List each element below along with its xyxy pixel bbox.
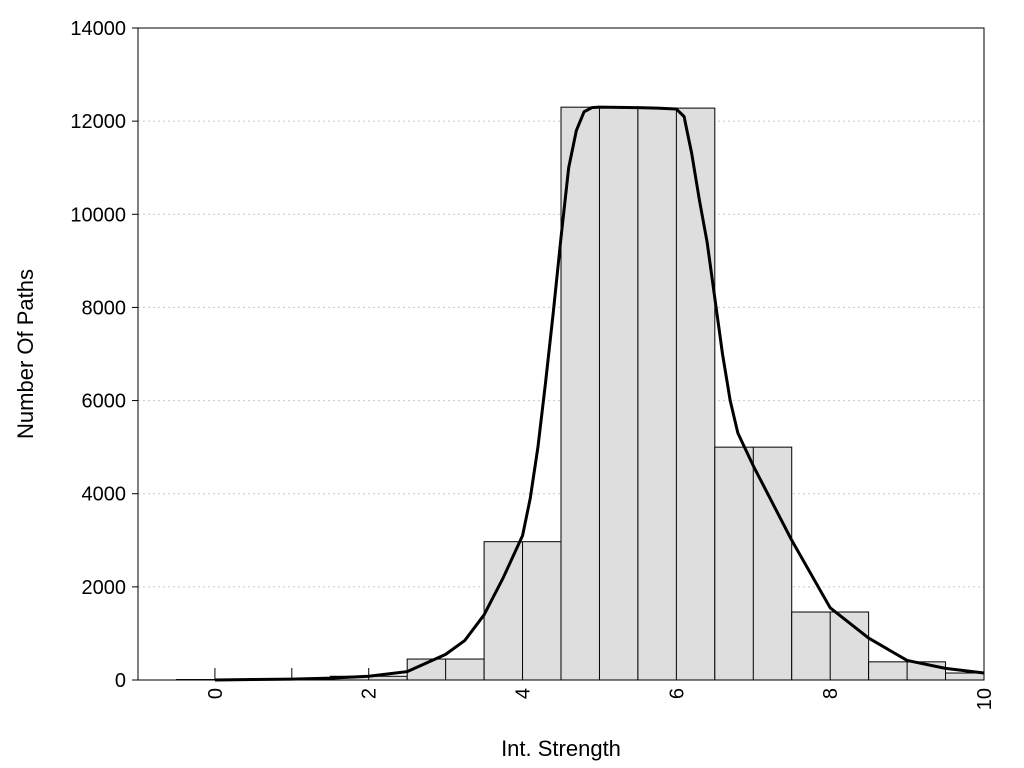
histogram-bar bbox=[945, 672, 985, 681]
y-axis-label: Number Of Paths bbox=[13, 269, 38, 439]
density-curve-line bbox=[214, 105, 985, 682]
histogram-bars bbox=[175, 106, 985, 681]
x-axis-label: Int. Strength bbox=[501, 736, 621, 761]
x-tick-label: 10 bbox=[974, 688, 996, 710]
x-tick-label: 8 bbox=[820, 688, 842, 699]
y-axis-ticks: 0 2000 4000 6000 8000 10000 12000 14000 bbox=[70, 18, 138, 692]
plot-frame bbox=[137, 27, 985, 681]
x-tick-label: 0 bbox=[205, 688, 227, 699]
y-tick-label: 2000 bbox=[82, 577, 127, 599]
density-curve bbox=[214, 105, 985, 682]
x-axis-ticks: 0 2 4 6 8 10 bbox=[205, 688, 996, 710]
y-tick-label: 8000 bbox=[82, 297, 127, 319]
x-tick-label: 2 bbox=[359, 688, 381, 699]
y-tick-label: 10000 bbox=[70, 204, 126, 226]
y-tick-label: 0 bbox=[115, 670, 126, 692]
y-tick-label: 4000 bbox=[82, 484, 127, 506]
y-tick-label: 14000 bbox=[70, 18, 126, 40]
x-tick-label: 4 bbox=[513, 688, 535, 699]
grid-lines bbox=[138, 120, 984, 588]
x-tick-label: 6 bbox=[666, 688, 688, 699]
y-tick-label: 12000 bbox=[70, 111, 126, 133]
y-tick-label: 6000 bbox=[82, 391, 127, 413]
